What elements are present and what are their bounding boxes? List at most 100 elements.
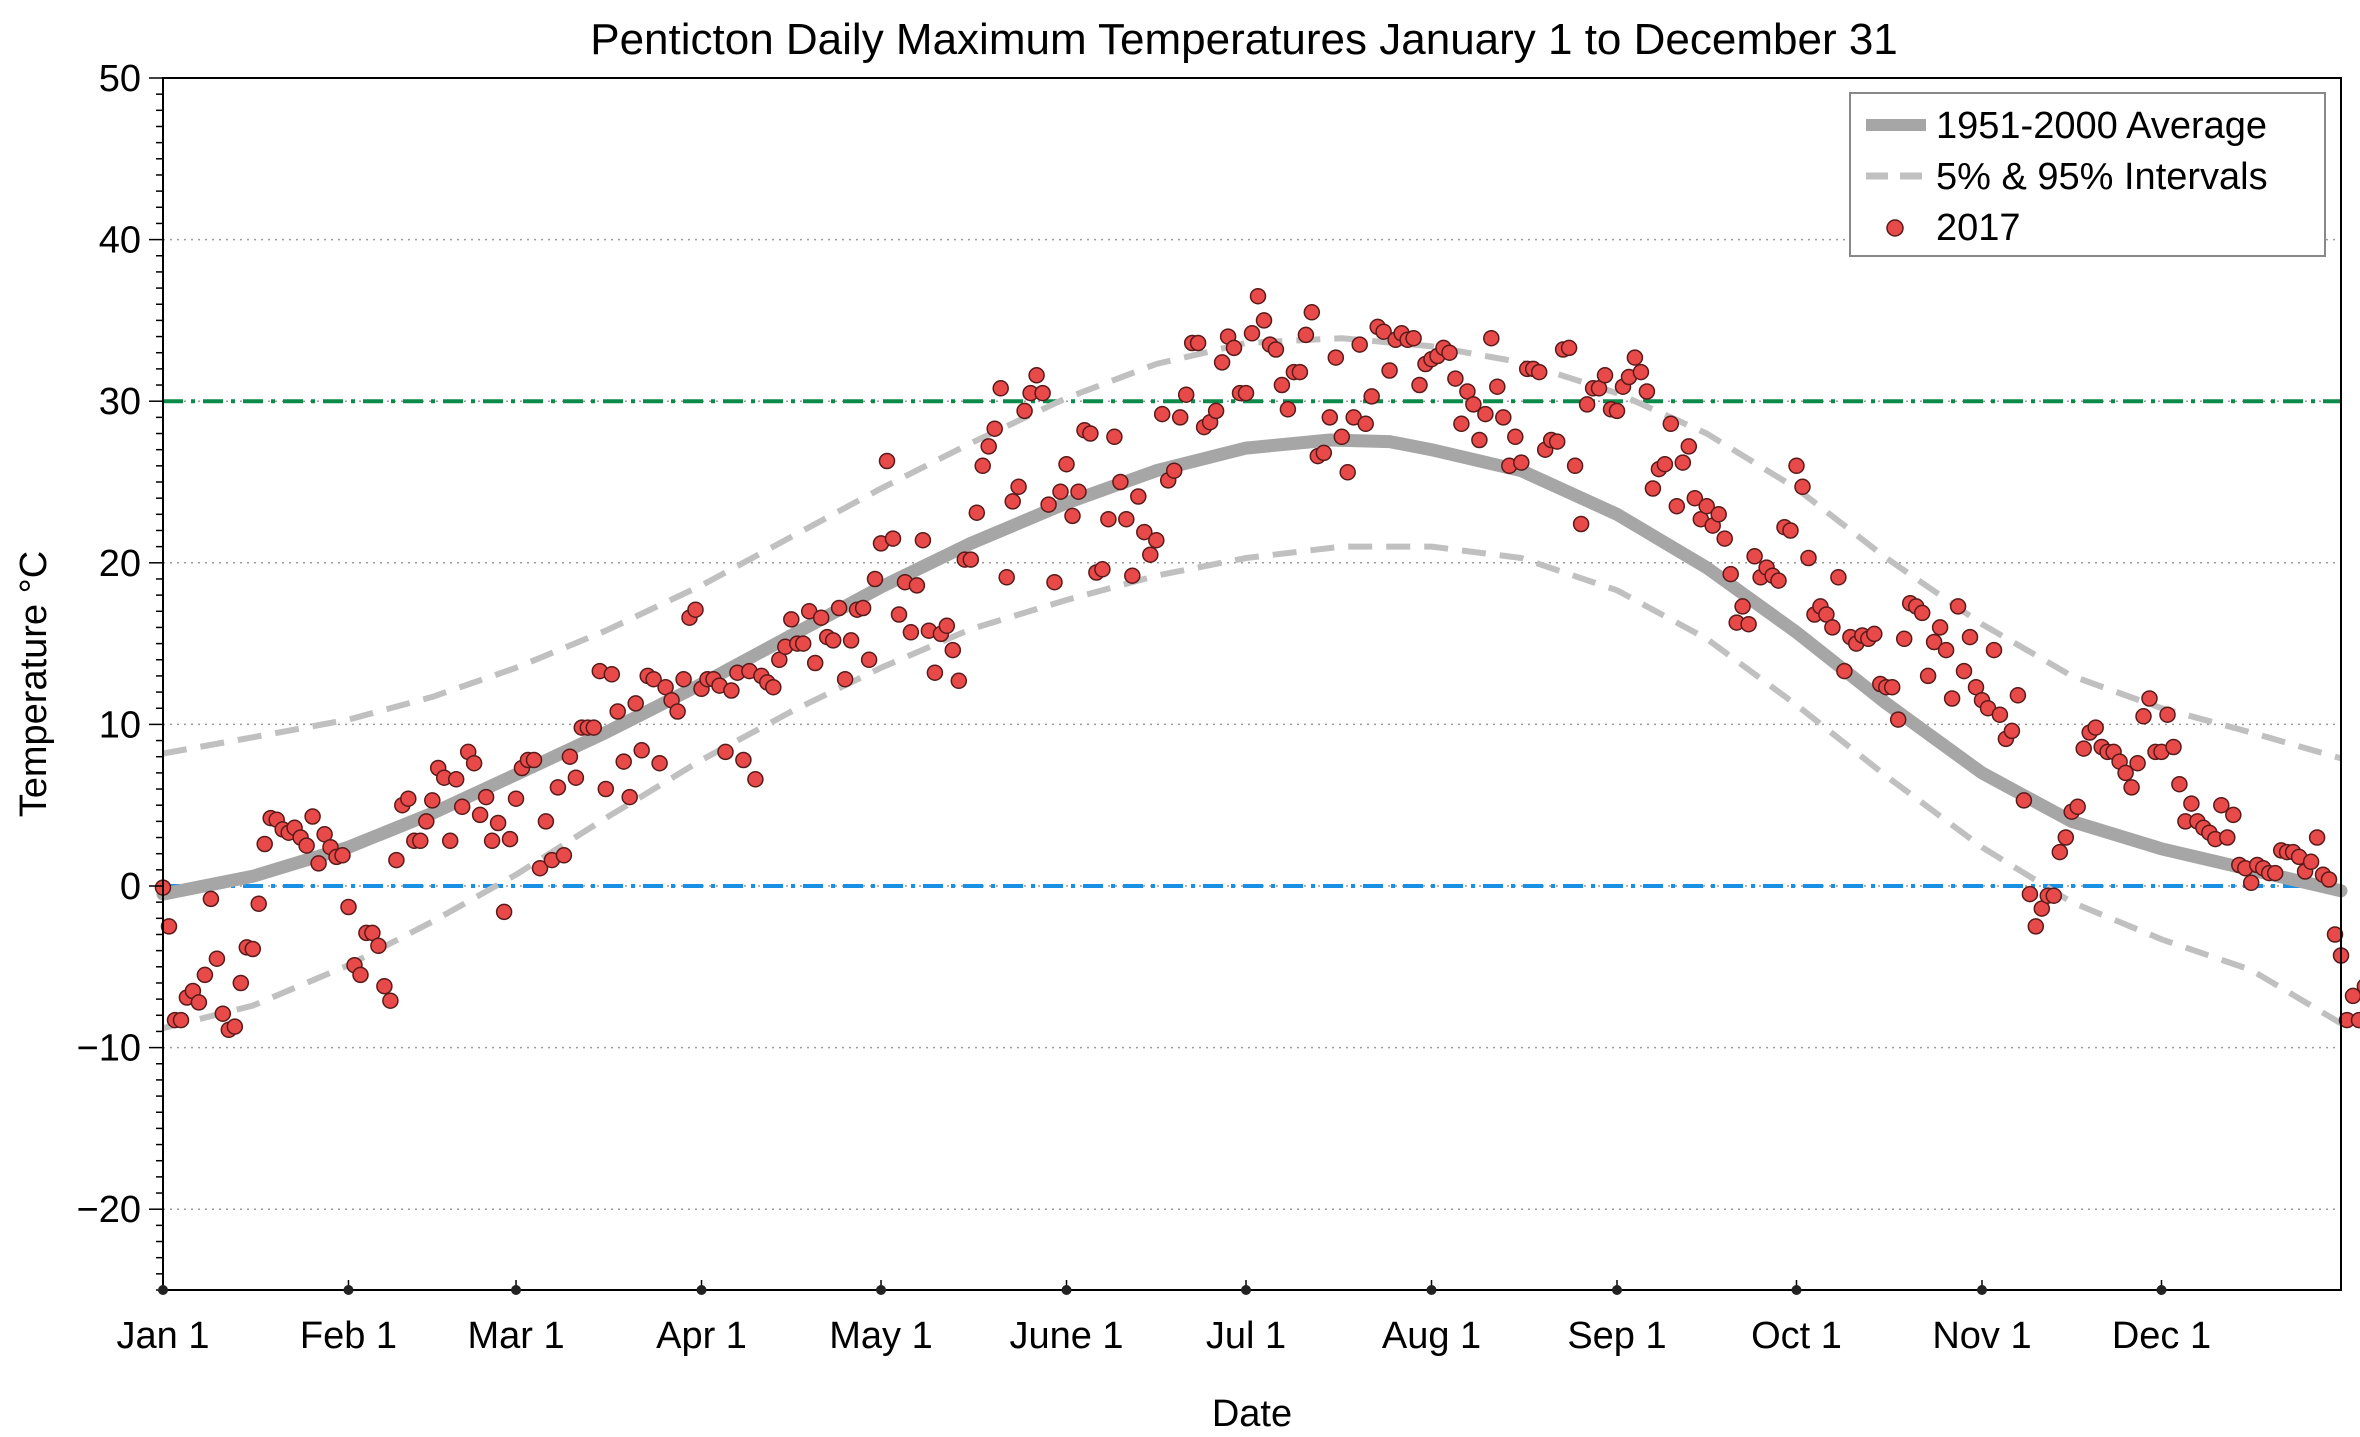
data-point-2017: [993, 381, 1008, 396]
data-point-2017: [1675, 455, 1690, 470]
data-point-2017: [1562, 340, 1577, 355]
x-tick-label: Jan 1: [117, 1315, 210, 1357]
data-point-2017: [766, 680, 781, 695]
data-point-2017: [299, 838, 314, 853]
data-point-2017: [616, 754, 631, 769]
data-point-2017: [1328, 350, 1343, 365]
data-point-2017: [2142, 691, 2157, 706]
data-point-2017: [969, 505, 984, 520]
data-point-2017: [491, 816, 506, 831]
data-point-2017: [2016, 793, 2031, 808]
data-point-2017: [880, 454, 895, 469]
data-point-2017: [1239, 386, 1254, 401]
x-tick-dot: [1427, 1285, 1437, 1295]
data-point-2017: [1514, 455, 1529, 470]
data-point-2017: [2130, 756, 2145, 771]
data-point-2017: [2088, 720, 2103, 735]
y-tick-label: 10: [99, 704, 141, 746]
data-point-2017: [1131, 489, 1146, 504]
x-tick-dot: [1792, 1285, 1802, 1295]
data-point-2017: [443, 833, 458, 848]
x-tick-label: Aug 1: [1382, 1315, 1481, 1357]
data-point-2017: [1448, 371, 1463, 386]
data-point-2017: [2322, 872, 2337, 887]
data-point-2017: [1065, 508, 1080, 523]
legend-interval-label: 5% & 95% Intervals: [1936, 156, 2268, 198]
data-point-2017: [1741, 617, 1756, 632]
data-point-2017: [2226, 807, 2241, 822]
data-point-2017: [251, 896, 266, 911]
data-point-2017: [1095, 562, 1110, 577]
x-tick-label: Mar 1: [467, 1315, 564, 1357]
data-point-2017: [1568, 458, 1583, 473]
data-point-2017: [1179, 387, 1194, 402]
data-point-2017: [1771, 573, 1786, 588]
data-point-2017: [2058, 830, 2073, 845]
data-point-2017: [305, 809, 320, 824]
data-point-2017: [1610, 403, 1625, 418]
data-point-2017: [1933, 620, 1948, 635]
data-point-2017: [2046, 888, 2061, 903]
x-tick-dot: [2156, 1285, 2166, 1295]
data-point-2017: [1017, 403, 1032, 418]
data-point-2017: [562, 749, 577, 764]
x-tick-dot: [511, 1285, 521, 1295]
x-tick-label: Sep 1: [1567, 1315, 1666, 1357]
data-point-2017: [963, 552, 978, 567]
data-point-2017: [1963, 630, 1978, 645]
data-point-2017: [191, 995, 206, 1010]
x-tick-dot: [343, 1285, 353, 1295]
data-point-2017: [2070, 799, 2085, 814]
x-tick-dot: [876, 1285, 886, 1295]
data-point-2017: [1496, 410, 1511, 425]
x-tick-dot: [158, 1285, 168, 1295]
data-point-2017: [2184, 796, 2199, 811]
data-point-2017: [796, 636, 811, 651]
y-tick-label: 40: [99, 220, 141, 262]
x-tick-dot: [1241, 1285, 1251, 1295]
x-tick-label: Feb 1: [300, 1315, 397, 1357]
data-point-2017: [1155, 407, 1170, 422]
legend-average-label: 1951-2000 Average: [1936, 105, 2267, 147]
data-point-2017: [1251, 289, 1266, 304]
data-point-2017: [1939, 643, 1954, 658]
data-point-2017: [1783, 523, 1798, 538]
data-point-2017: [1472, 433, 1487, 448]
data-point-2017: [1442, 345, 1457, 360]
y-tick-label: 0: [120, 866, 141, 908]
data-point-2017: [509, 791, 524, 806]
data-point-2017: [2268, 866, 2283, 881]
data-point-2017: [1915, 605, 1930, 620]
x-tick-label: June 1: [1009, 1315, 1123, 1357]
data-point-2017: [1322, 410, 1337, 425]
data-point-2017: [1191, 336, 1206, 351]
legend: 1951-2000 Average 5% & 95% Intervals 201…: [1850, 93, 2325, 256]
data-point-2017: [1723, 567, 1738, 582]
data-point-2017: [2076, 741, 2091, 756]
data-point-2017: [1029, 368, 1044, 383]
data-point-2017: [975, 458, 990, 473]
data-point-2017: [377, 979, 392, 994]
data-point-2017: [598, 782, 613, 797]
data-point-2017: [227, 1019, 242, 1034]
data-point-2017: [1627, 350, 1642, 365]
data-point-2017: [1639, 384, 1654, 399]
data-point-2017: [1047, 575, 1062, 590]
x-tick-label: Apr 1: [656, 1315, 747, 1357]
data-point-2017: [1173, 410, 1188, 425]
data-point-2017: [1837, 664, 1852, 679]
data-point-2017: [1280, 402, 1295, 417]
data-point-2017: [538, 814, 553, 829]
data-point-2017: [1274, 378, 1289, 393]
data-point-2017: [814, 610, 829, 625]
data-point-2017: [1633, 365, 1648, 380]
y-tick-label: 30: [99, 381, 141, 423]
data-point-2017: [1663, 416, 1678, 431]
y-tick-label: 50: [99, 58, 141, 100]
data-point-2017: [1921, 668, 1936, 683]
y-tick-label: −20: [77, 1189, 141, 1231]
data-point-2017: [1352, 337, 1367, 352]
data-point-2017: [550, 780, 565, 795]
data-point-2017: [1598, 368, 1613, 383]
data-point-2017: [1245, 326, 1260, 341]
